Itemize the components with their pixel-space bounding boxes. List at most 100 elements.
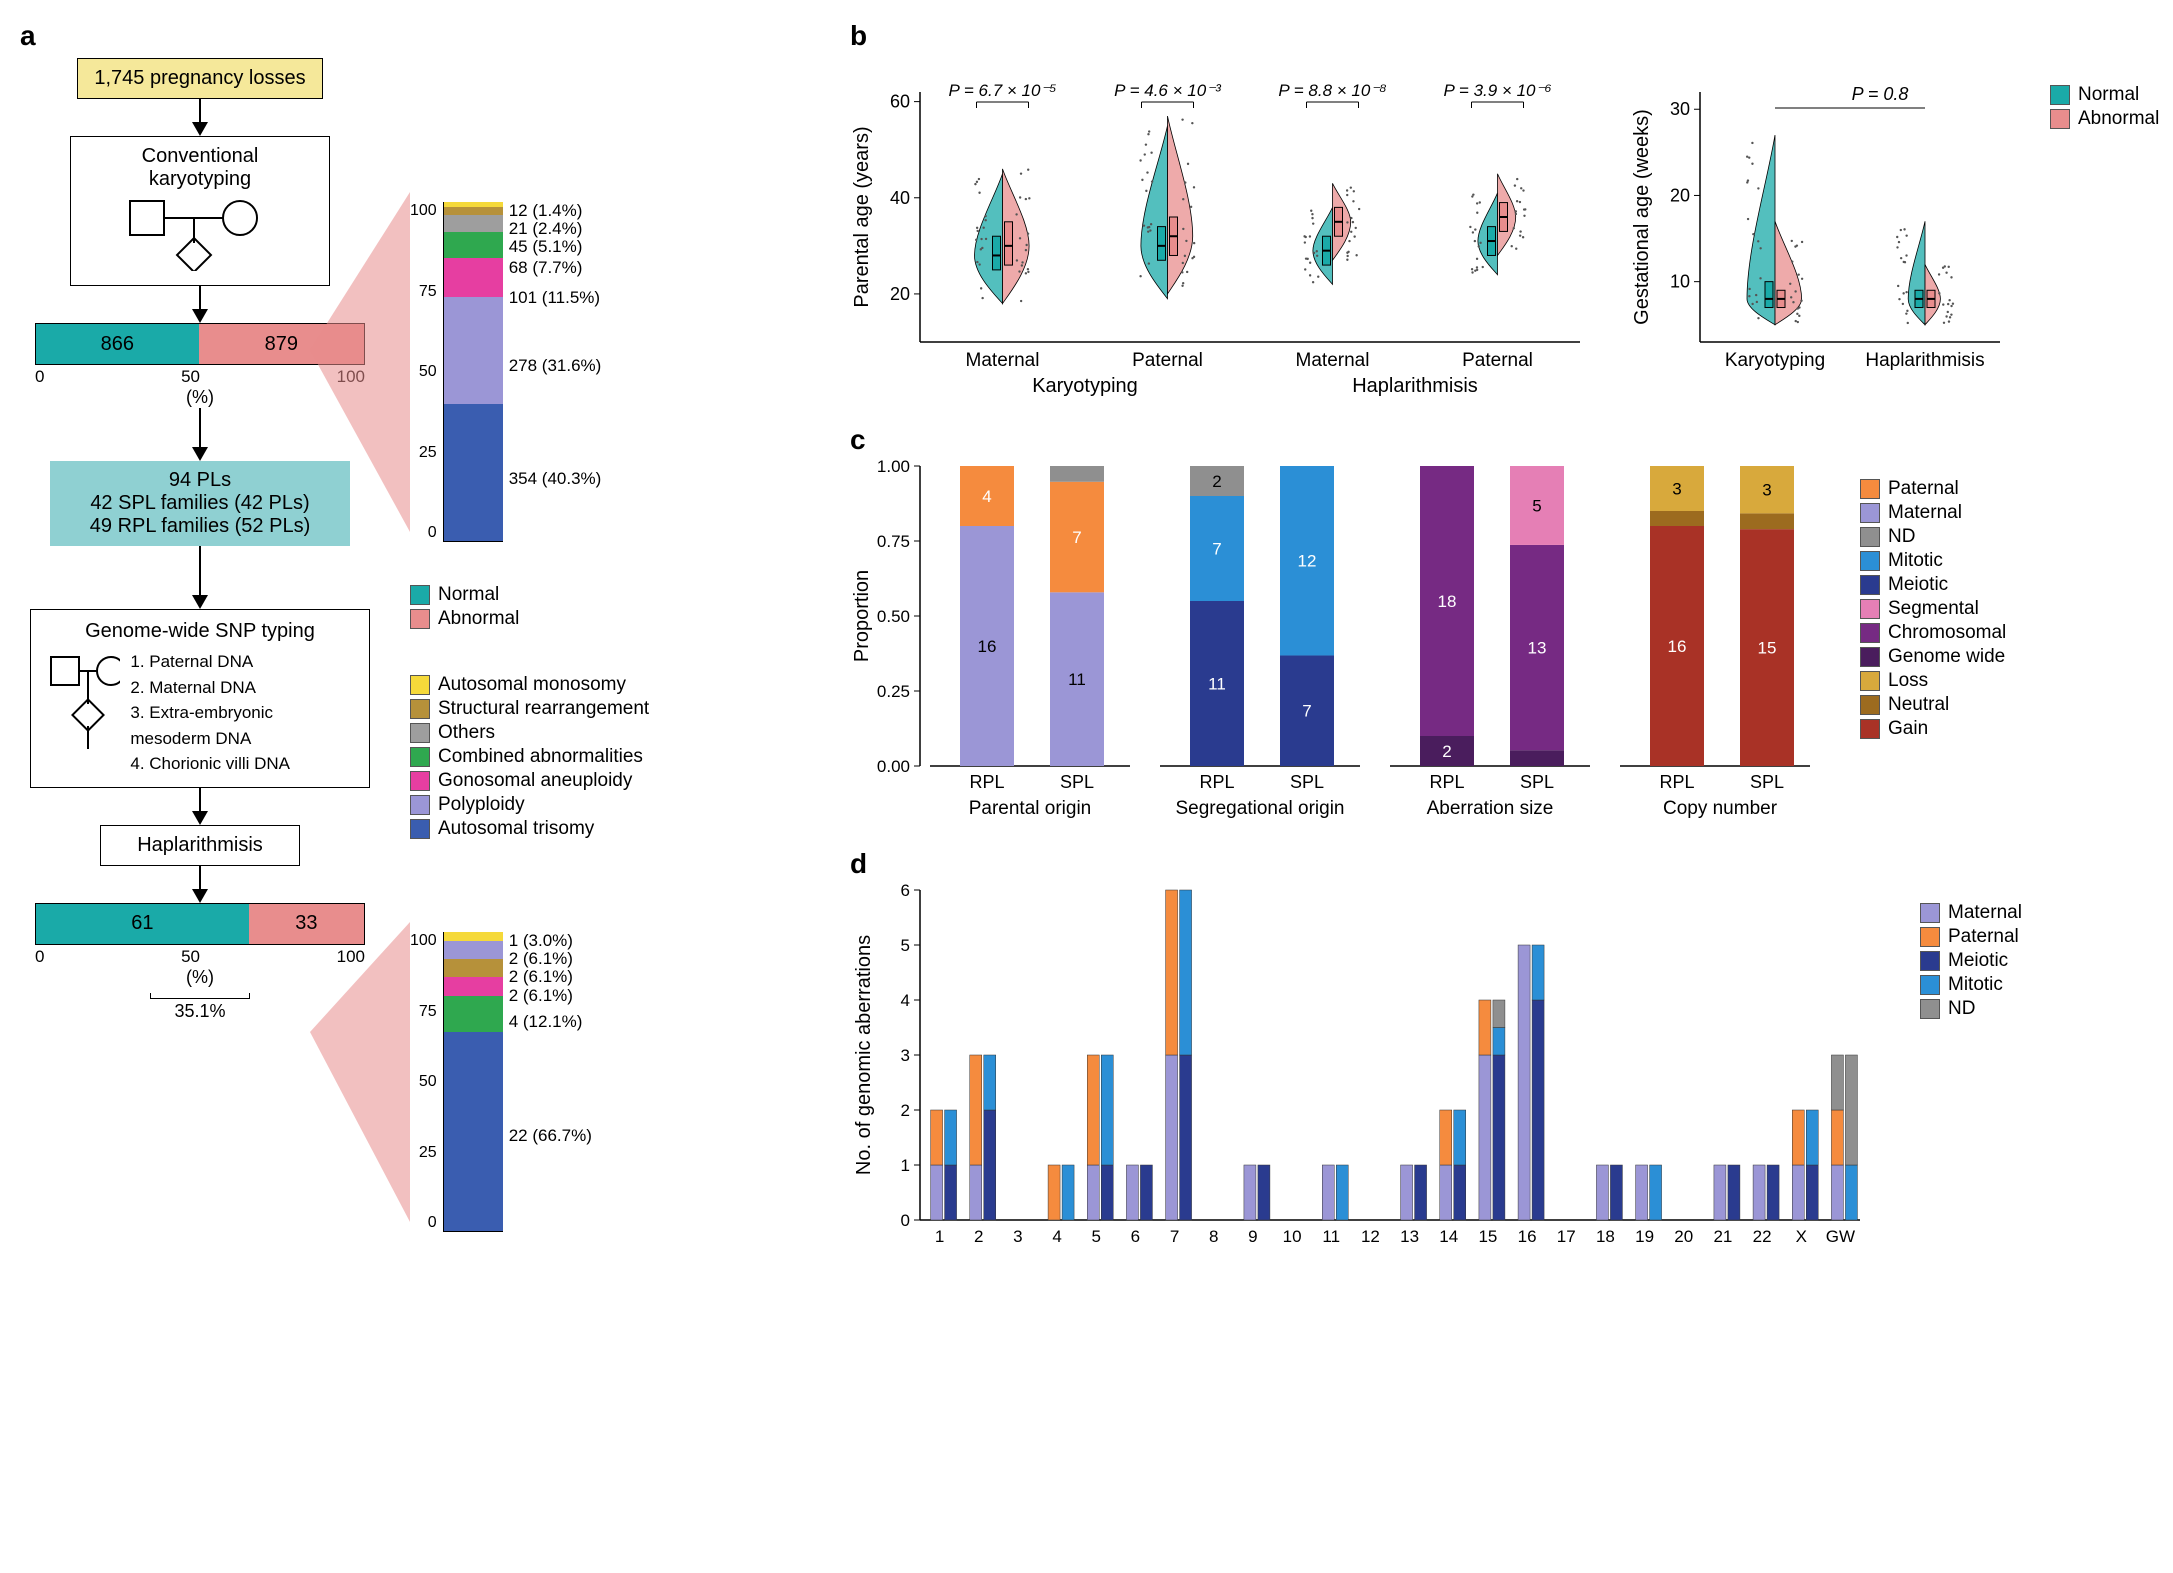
stacked-label: 12 (1.4%) xyxy=(509,202,602,220)
legend-row: ND xyxy=(1920,998,2022,1020)
svg-text:1.00: 1.00 xyxy=(877,457,910,476)
svg-text:Proportion: Proportion xyxy=(851,570,873,662)
legend-row: Structural rearrangement xyxy=(410,698,649,720)
svg-text:14: 14 xyxy=(1439,1227,1458,1246)
svg-text:P = 3.9 × 10⁻⁶: P = 3.9 × 10⁻⁶ xyxy=(1443,81,1551,100)
legend-row: Segmental xyxy=(1860,598,2006,620)
chromosome-bar-chart: 0123456No. of genomic aberrations1234567… xyxy=(850,880,1870,1260)
stacked-segment xyxy=(444,207,503,215)
svg-text:16: 16 xyxy=(978,637,997,656)
legend-b: NormalAbnormal xyxy=(2050,82,2159,132)
legend-label: Neutral xyxy=(1888,694,1949,716)
legend-label: Structural rearrangement xyxy=(438,698,649,720)
legend-row: Others xyxy=(410,722,649,744)
connector-triangle-icon xyxy=(310,922,410,1222)
legend-swatch xyxy=(410,675,430,695)
panel-d: d 0123456No. of genomic aberrations12345… xyxy=(850,848,2170,1260)
stacked-segment xyxy=(444,959,503,977)
legend-row: Neutral xyxy=(1860,694,2006,716)
panel-d-label: d xyxy=(850,848,2170,880)
svg-text:11: 11 xyxy=(1208,675,1226,694)
panel-b: b 204060Parental age (years)MaternalP = … xyxy=(850,20,2170,412)
stacked-segment xyxy=(444,297,503,404)
legend-swatch xyxy=(1920,951,1940,971)
svg-text:RPL: RPL xyxy=(1199,772,1234,792)
legend-row: Abnormal xyxy=(410,608,649,630)
svg-text:19: 19 xyxy=(1635,1227,1654,1246)
legend-aberrations: Autosomal monosomyStructural rearrangeme… xyxy=(410,672,649,842)
legend-row: Autosomal trisomy xyxy=(410,818,649,840)
stacked-bar-1 xyxy=(443,202,503,542)
svg-text:SPL: SPL xyxy=(1290,772,1324,792)
svg-text:20: 20 xyxy=(1674,1227,1693,1246)
legend-row: Maternal xyxy=(1860,502,2006,524)
stacked-segment xyxy=(444,232,503,258)
legend-row: Gain xyxy=(1860,718,2006,740)
stacked-label: 1 (3.0%) xyxy=(509,932,592,950)
stacked-label: 278 (31.6%) xyxy=(509,316,602,415)
legend-row: Mitotic xyxy=(1920,974,2022,996)
hbar-normal: 61 xyxy=(36,904,249,944)
legend-row: Combined abnormalities xyxy=(410,746,649,768)
svg-text:12: 12 xyxy=(1361,1227,1380,1246)
legend-label: Normal xyxy=(2078,84,2139,106)
svg-text:SPL: SPL xyxy=(1750,772,1784,792)
pedigree-icon xyxy=(110,191,290,271)
svg-text:16: 16 xyxy=(1518,1227,1537,1246)
svg-text:Maternal: Maternal xyxy=(1296,350,1370,371)
svg-text:11: 11 xyxy=(1322,1227,1340,1246)
snp-title: Genome-wide SNP typing xyxy=(45,620,355,643)
stacked-segment xyxy=(444,258,503,297)
legend-swatch xyxy=(1860,527,1880,547)
legend-swatch xyxy=(410,723,430,743)
legend-label: Meiotic xyxy=(1888,574,1948,596)
stacked-label: 354 (40.3%) xyxy=(509,415,602,542)
svg-text:4: 4 xyxy=(982,487,991,506)
legend-label: Maternal xyxy=(1888,502,1962,524)
svg-text:5: 5 xyxy=(901,936,910,955)
svg-text:2: 2 xyxy=(901,1101,910,1120)
svg-text:Copy number: Copy number xyxy=(1663,798,1778,819)
svg-text:22: 22 xyxy=(1753,1227,1772,1246)
stacked-segment xyxy=(444,977,503,995)
bar2-bracket: 35.1% xyxy=(174,1001,225,1021)
svg-text:3: 3 xyxy=(1672,480,1681,499)
legend-swatch xyxy=(2050,109,2070,129)
legend-swatch xyxy=(1920,975,1940,995)
svg-text:1: 1 xyxy=(935,1227,944,1246)
legend-row: Autosomal monosomy xyxy=(410,674,649,696)
legend-label: Gain xyxy=(1888,718,1928,740)
svg-text:7: 7 xyxy=(1212,540,1221,559)
legend-d: MaternalPaternalMeioticMitoticND xyxy=(1920,900,2022,1022)
panel-c-label: c xyxy=(850,424,2170,456)
violin-plot-parental-age: 204060Parental age (years)MaternalP = 6.… xyxy=(850,52,1590,412)
stacked-label: 2 (6.1%) xyxy=(509,968,592,986)
svg-text:5: 5 xyxy=(1532,496,1541,515)
legend-label: Polyploidy xyxy=(438,794,525,816)
karyotyping-title: Conventional karyotyping xyxy=(87,145,313,191)
svg-text:3: 3 xyxy=(901,1046,910,1065)
legend-row: Meiotic xyxy=(1860,574,2006,596)
legend-label: Autosomal monosomy xyxy=(438,674,626,696)
legend-swatch xyxy=(1860,503,1880,523)
svg-text:Parental age (years): Parental age (years) xyxy=(851,126,873,307)
snp-item: 4. Chorionic villi DNA xyxy=(130,751,355,777)
svg-text:Paternal: Paternal xyxy=(1132,350,1203,371)
svg-text:3: 3 xyxy=(1013,1227,1022,1246)
legend-swatch xyxy=(1920,903,1940,923)
stacked-label: 68 (7.7%) xyxy=(509,256,602,280)
svg-text:15: 15 xyxy=(1478,1227,1497,1246)
svg-text:1: 1 xyxy=(901,1156,910,1175)
stacked-label: 2 (6.1%) xyxy=(509,950,592,968)
legend-label: Mitotic xyxy=(1888,550,1943,572)
svg-text:No. of genomic aberrations: No. of genomic aberrations xyxy=(853,935,875,1175)
svg-text:5: 5 xyxy=(1092,1227,1101,1246)
svg-text:0.25: 0.25 xyxy=(877,682,910,701)
legend-row: Genome wide xyxy=(1860,646,2006,668)
stacked-label: 4 (12.1%) xyxy=(509,1005,592,1040)
snp-item: 2. Maternal DNA xyxy=(130,675,355,701)
violin-plot-gestational-age: 102030Gestational age (weeks)Karyotyping… xyxy=(1630,52,2010,412)
pedigree-icon xyxy=(45,649,120,759)
stacked-segment xyxy=(444,404,503,541)
svg-text:18: 18 xyxy=(1438,592,1457,611)
